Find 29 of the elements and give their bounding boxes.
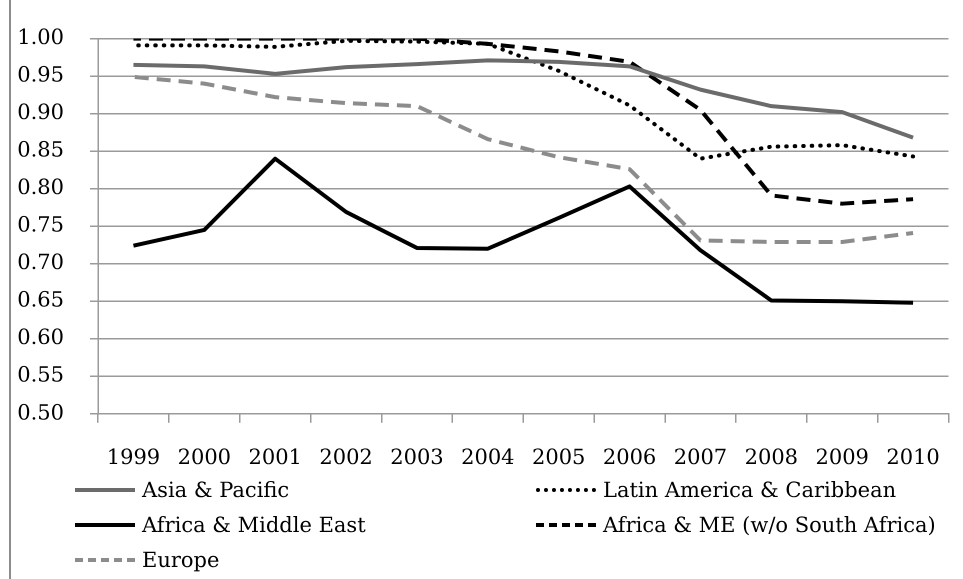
x-tick-label: 2003: [390, 444, 444, 469]
y-tick-label: 0.90: [17, 100, 64, 124]
x-tick-label: 2005: [532, 444, 586, 469]
x-tick-label: 1999: [106, 444, 160, 469]
y-tick-label: 0.65: [17, 288, 64, 312]
y-tick-label: 0.70: [17, 250, 64, 274]
legend-label: Africa & ME (w/o South Africa): [603, 512, 936, 536]
y-tick-label: 1.00: [17, 25, 64, 50]
legend-label: Latin America & Caribbean: [603, 478, 896, 502]
y-tick-label: 0.80: [17, 175, 64, 200]
x-tick-label: 2008: [744, 444, 798, 469]
legend-label: Asia & Pacific: [142, 478, 290, 502]
x-tick-label: 2000: [178, 444, 232, 469]
legend-label: Africa & Middle East: [142, 512, 366, 536]
x-tick-label: 2002: [319, 444, 373, 469]
y-tick-label: 0.95: [17, 62, 64, 87]
x-tick-label: 2007: [674, 444, 728, 469]
x-tick-label: 2010: [886, 444, 940, 469]
x-tick-label: 2004: [461, 444, 515, 469]
x-tick-label: 2006: [602, 444, 656, 469]
legend-label: Europe: [142, 548, 220, 572]
y-tick-label: 0.75: [17, 212, 64, 237]
y-tick-label: 0.55: [17, 362, 64, 387]
y-tick-label: 0.50: [17, 400, 64, 424]
x-tick-label: 2009: [815, 444, 869, 469]
line-series: [131, 38, 916, 206]
x-tick-label: 2001: [248, 444, 302, 469]
y-tick-label: 0.60: [17, 325, 64, 350]
y-tick-label: 0.85: [17, 138, 64, 162]
